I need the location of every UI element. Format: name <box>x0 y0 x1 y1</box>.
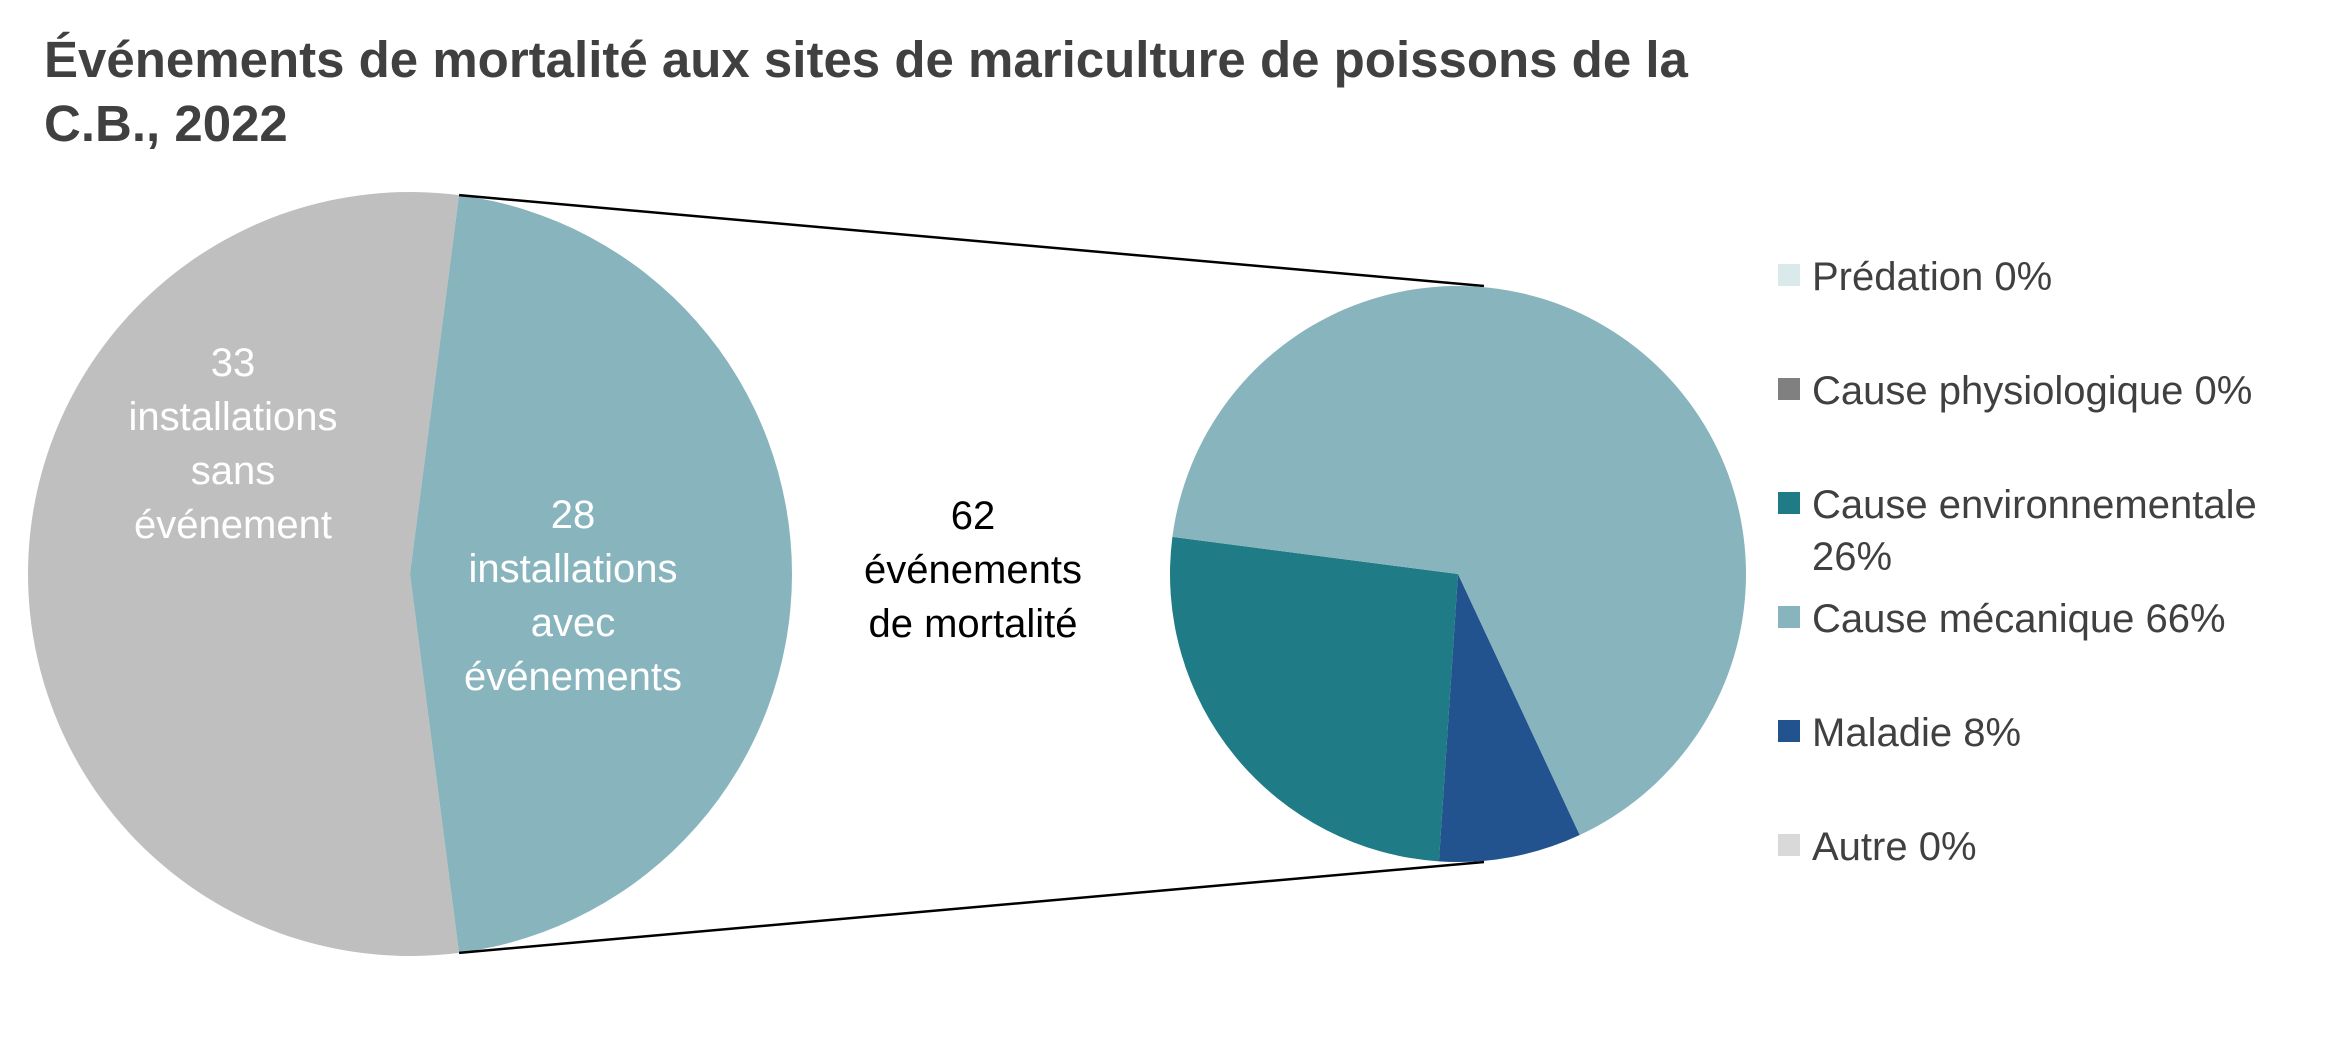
legend-swatch-maladie <box>1778 720 1800 742</box>
legend-label-autre: Autre 0% <box>1812 825 1977 869</box>
legend-label-line: 26% <box>1812 535 1892 579</box>
legend-swatch-autre <box>1778 834 1800 856</box>
slice-label-avec-evenements: 28 installations avec événements <box>464 493 682 699</box>
connector-label-text: 62 événements de mortalité <box>864 494 1082 646</box>
connector-line-top <box>458 193 1485 288</box>
pie-slice-cause-environnementale <box>1169 536 1458 862</box>
legend-label-line: Cause environnementale <box>1812 483 2257 527</box>
legend-label-maladie: Maladie 8% <box>1812 711 2021 755</box>
connector-line-bottom <box>458 860 1485 955</box>
chart-title-line2: C.B., 2022 <box>44 95 288 152</box>
slice-label-avec-evenements-line: installations <box>468 547 677 591</box>
chart-title: Événements de mortalité aux sites de mar… <box>44 28 1944 156</box>
pie-slice-maladie <box>1438 574 1580 862</box>
primary-pie <box>27 191 792 956</box>
connector-label: 62 événements de mortalité <box>864 494 1082 646</box>
connector-label-text-line: 62 <box>951 494 996 538</box>
chart-title-line1: Événements de mortalité aux sites de mar… <box>44 31 1688 88</box>
legend-swatch-pr-dation <box>1778 264 1800 286</box>
connector-label-text-line: événements <box>864 548 1082 592</box>
slice-label-avec-evenements-line: 28 <box>551 493 596 537</box>
slice-label-avec-evenements-line: avec <box>531 601 616 645</box>
slice-label-sans-evenement-line: 33 <box>211 341 256 385</box>
connector-label-text-line: de mortalité <box>869 602 1078 646</box>
legend-label-cause-m-canique: Cause mécanique 66% <box>1812 597 2226 641</box>
slice-label-sans-evenement-line: sans <box>191 449 276 493</box>
legend-swatch-cause-physiologique <box>1778 378 1800 400</box>
secondary-pie <box>1169 286 1746 862</box>
legend-swatch-cause-m-canique <box>1778 606 1800 628</box>
pie-slice-cause-m-canique <box>1172 286 1746 836</box>
legend: Prédation 0% Cause physiologique 0% Cause … <box>1778 255 2257 869</box>
legend-label-cause-environnementale: Cause environnementale 26% <box>1812 483 2257 579</box>
legend-swatch-cause-environnementale <box>1778 492 1800 514</box>
primary-slice-labels: 33 installations sans événement 28 installati… <box>128 341 681 699</box>
slice-label-sans-evenement: 33 installations sans événement <box>128 341 337 547</box>
legend-label-cause-physiologique: Cause physiologique 0% <box>1812 369 2252 413</box>
legend-label-pr-dation: Prédation 0% <box>1812 255 2052 299</box>
pie-slice-sans-evenement <box>27 191 460 956</box>
pie-slice-avec-evenements <box>410 195 792 953</box>
slice-label-sans-evenement-line: installations <box>128 395 337 439</box>
slice-label-sans-evenement-line: événement <box>134 503 332 547</box>
slice-label-avec-evenements-line: événements <box>464 655 682 699</box>
connector-lines <box>458 193 1485 955</box>
